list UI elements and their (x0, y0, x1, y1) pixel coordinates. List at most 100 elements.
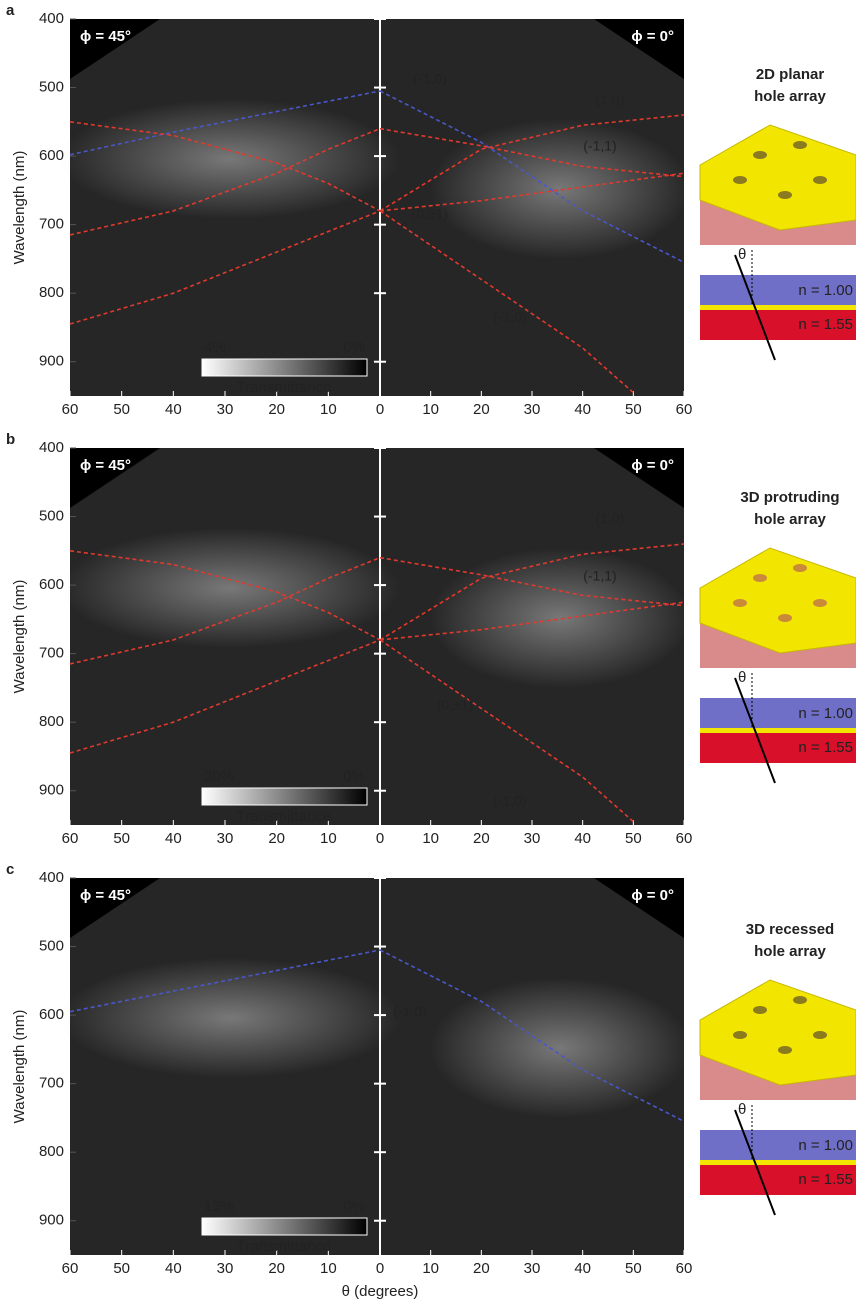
x-tick-label: 30 (524, 1260, 541, 1277)
colorbar-min: 0% (343, 339, 365, 356)
y-tick-label: 500 (39, 938, 64, 955)
mode-curve (379, 543, 685, 641)
masked-corner (594, 878, 684, 938)
hole (813, 1031, 827, 1039)
x-tick-label: 10 (320, 1260, 337, 1277)
heatmap-glow (430, 548, 690, 688)
y-tick-label: 700 (39, 216, 64, 233)
mode-label: (-1,1) (583, 568, 616, 584)
hole (813, 599, 827, 607)
x-tick-label: 50 (113, 401, 130, 418)
mode-curve (69, 210, 381, 325)
diagram-title: hole array (754, 511, 826, 528)
x-tick-label: 50 (625, 830, 642, 847)
phi-label: ϕ = 0° (631, 28, 674, 45)
y-axis-title: Wavelength (nm) (11, 580, 28, 694)
hole (733, 1031, 747, 1039)
index-bottom: n = 1.55 (798, 739, 853, 756)
colorbar-label: Transmittance (237, 1238, 331, 1255)
diagram-title: 2D planar (756, 66, 825, 83)
x-tick-label: 30 (217, 401, 234, 418)
x-tick-label: 20 (473, 830, 490, 847)
y-tick-label: 800 (39, 1143, 64, 1160)
panel-label: a (6, 2, 15, 19)
x-tick-label: 40 (574, 401, 591, 418)
mode-curve (69, 550, 381, 641)
index-top: n = 1.00 (798, 282, 853, 299)
y-tick-label: 600 (39, 576, 64, 593)
x-tick-label: 20 (473, 1260, 490, 1277)
metal-layer (700, 305, 856, 310)
panel-label: b (6, 431, 15, 448)
incident-ray (734, 254, 776, 361)
index-bottom: n = 1.55 (798, 316, 853, 333)
hole (778, 1046, 792, 1054)
masked-corner (594, 448, 684, 508)
mode-curve (69, 639, 381, 754)
colorbar-min: 0% (343, 1198, 365, 1215)
x-tick-label: 60 (676, 1260, 693, 1277)
phi-label: ϕ = 0° (631, 457, 674, 474)
x-tick-label: 50 (625, 401, 642, 418)
x-tick-label: 10 (422, 401, 439, 418)
phi-label: ϕ = 45° (80, 887, 131, 904)
mode-label: (0,±1) (412, 206, 448, 222)
hole (778, 191, 792, 199)
x-tick-label: 50 (625, 1260, 642, 1277)
x-tick-label: 0 (376, 830, 384, 847)
mode-label: (-1,0) (393, 1004, 426, 1020)
hole (733, 599, 747, 607)
x-tick-label: 20 (268, 830, 285, 847)
heatmap-glow (60, 99, 400, 219)
metal-film (699, 547, 856, 654)
hole (793, 564, 807, 572)
y-tick-label: 400 (39, 439, 64, 456)
y-tick-label: 400 (39, 10, 64, 27)
y-tick-label: 700 (39, 1075, 64, 1092)
x-tick-label: 20 (268, 1260, 285, 1277)
x-tick-label: 50 (113, 1260, 130, 1277)
x-tick-label: 0 (376, 1260, 384, 1277)
metal-layer (700, 1160, 856, 1165)
mode-label: (1,0) (596, 511, 625, 527)
hole (753, 1006, 767, 1014)
x-axis-title: θ (degrees) (342, 1283, 419, 1300)
mode-curve (379, 114, 685, 212)
mode-label: (-1,0) (493, 793, 526, 809)
metal-film (699, 979, 856, 1086)
y-tick-label: 400 (39, 869, 64, 886)
mode-curve (379, 601, 685, 641)
phi-label: ϕ = 45° (80, 28, 131, 45)
x-tick-label: 40 (574, 1260, 591, 1277)
x-tick-label: 10 (320, 830, 337, 847)
mode-curve (379, 127, 685, 178)
incident-ray (734, 1109, 776, 1216)
mode-label: (1,0) (596, 92, 625, 108)
hole (733, 176, 747, 184)
layer-top (700, 275, 856, 308)
colorbar (201, 787, 368, 806)
mode-curve (379, 172, 685, 212)
x-tick-label: 60 (676, 830, 693, 847)
x-tick-label: 60 (62, 830, 79, 847)
incident-ray (734, 677, 776, 784)
x-tick-label: 30 (524, 830, 541, 847)
y-tick-label: 800 (39, 284, 64, 301)
x-tick-label: 40 (165, 1260, 182, 1277)
index-top: n = 1.00 (798, 705, 853, 722)
index-top: n = 1.00 (798, 1137, 853, 1154)
mode-curve (379, 949, 685, 1123)
x-tick-label: 10 (422, 830, 439, 847)
x-tick-label: 40 (574, 830, 591, 847)
y-tick-label: 500 (39, 508, 64, 525)
colorbar (201, 358, 368, 377)
x-tick-label: 30 (217, 1260, 234, 1277)
x-tick-label: 30 (524, 401, 541, 418)
x-tick-label: 60 (62, 401, 79, 418)
y-tick-label: 600 (39, 147, 64, 164)
x-tick-label: 10 (422, 1260, 439, 1277)
layer-top (700, 698, 856, 731)
colorbar-label: Transmittance (237, 379, 331, 396)
metal-layer (700, 728, 856, 733)
